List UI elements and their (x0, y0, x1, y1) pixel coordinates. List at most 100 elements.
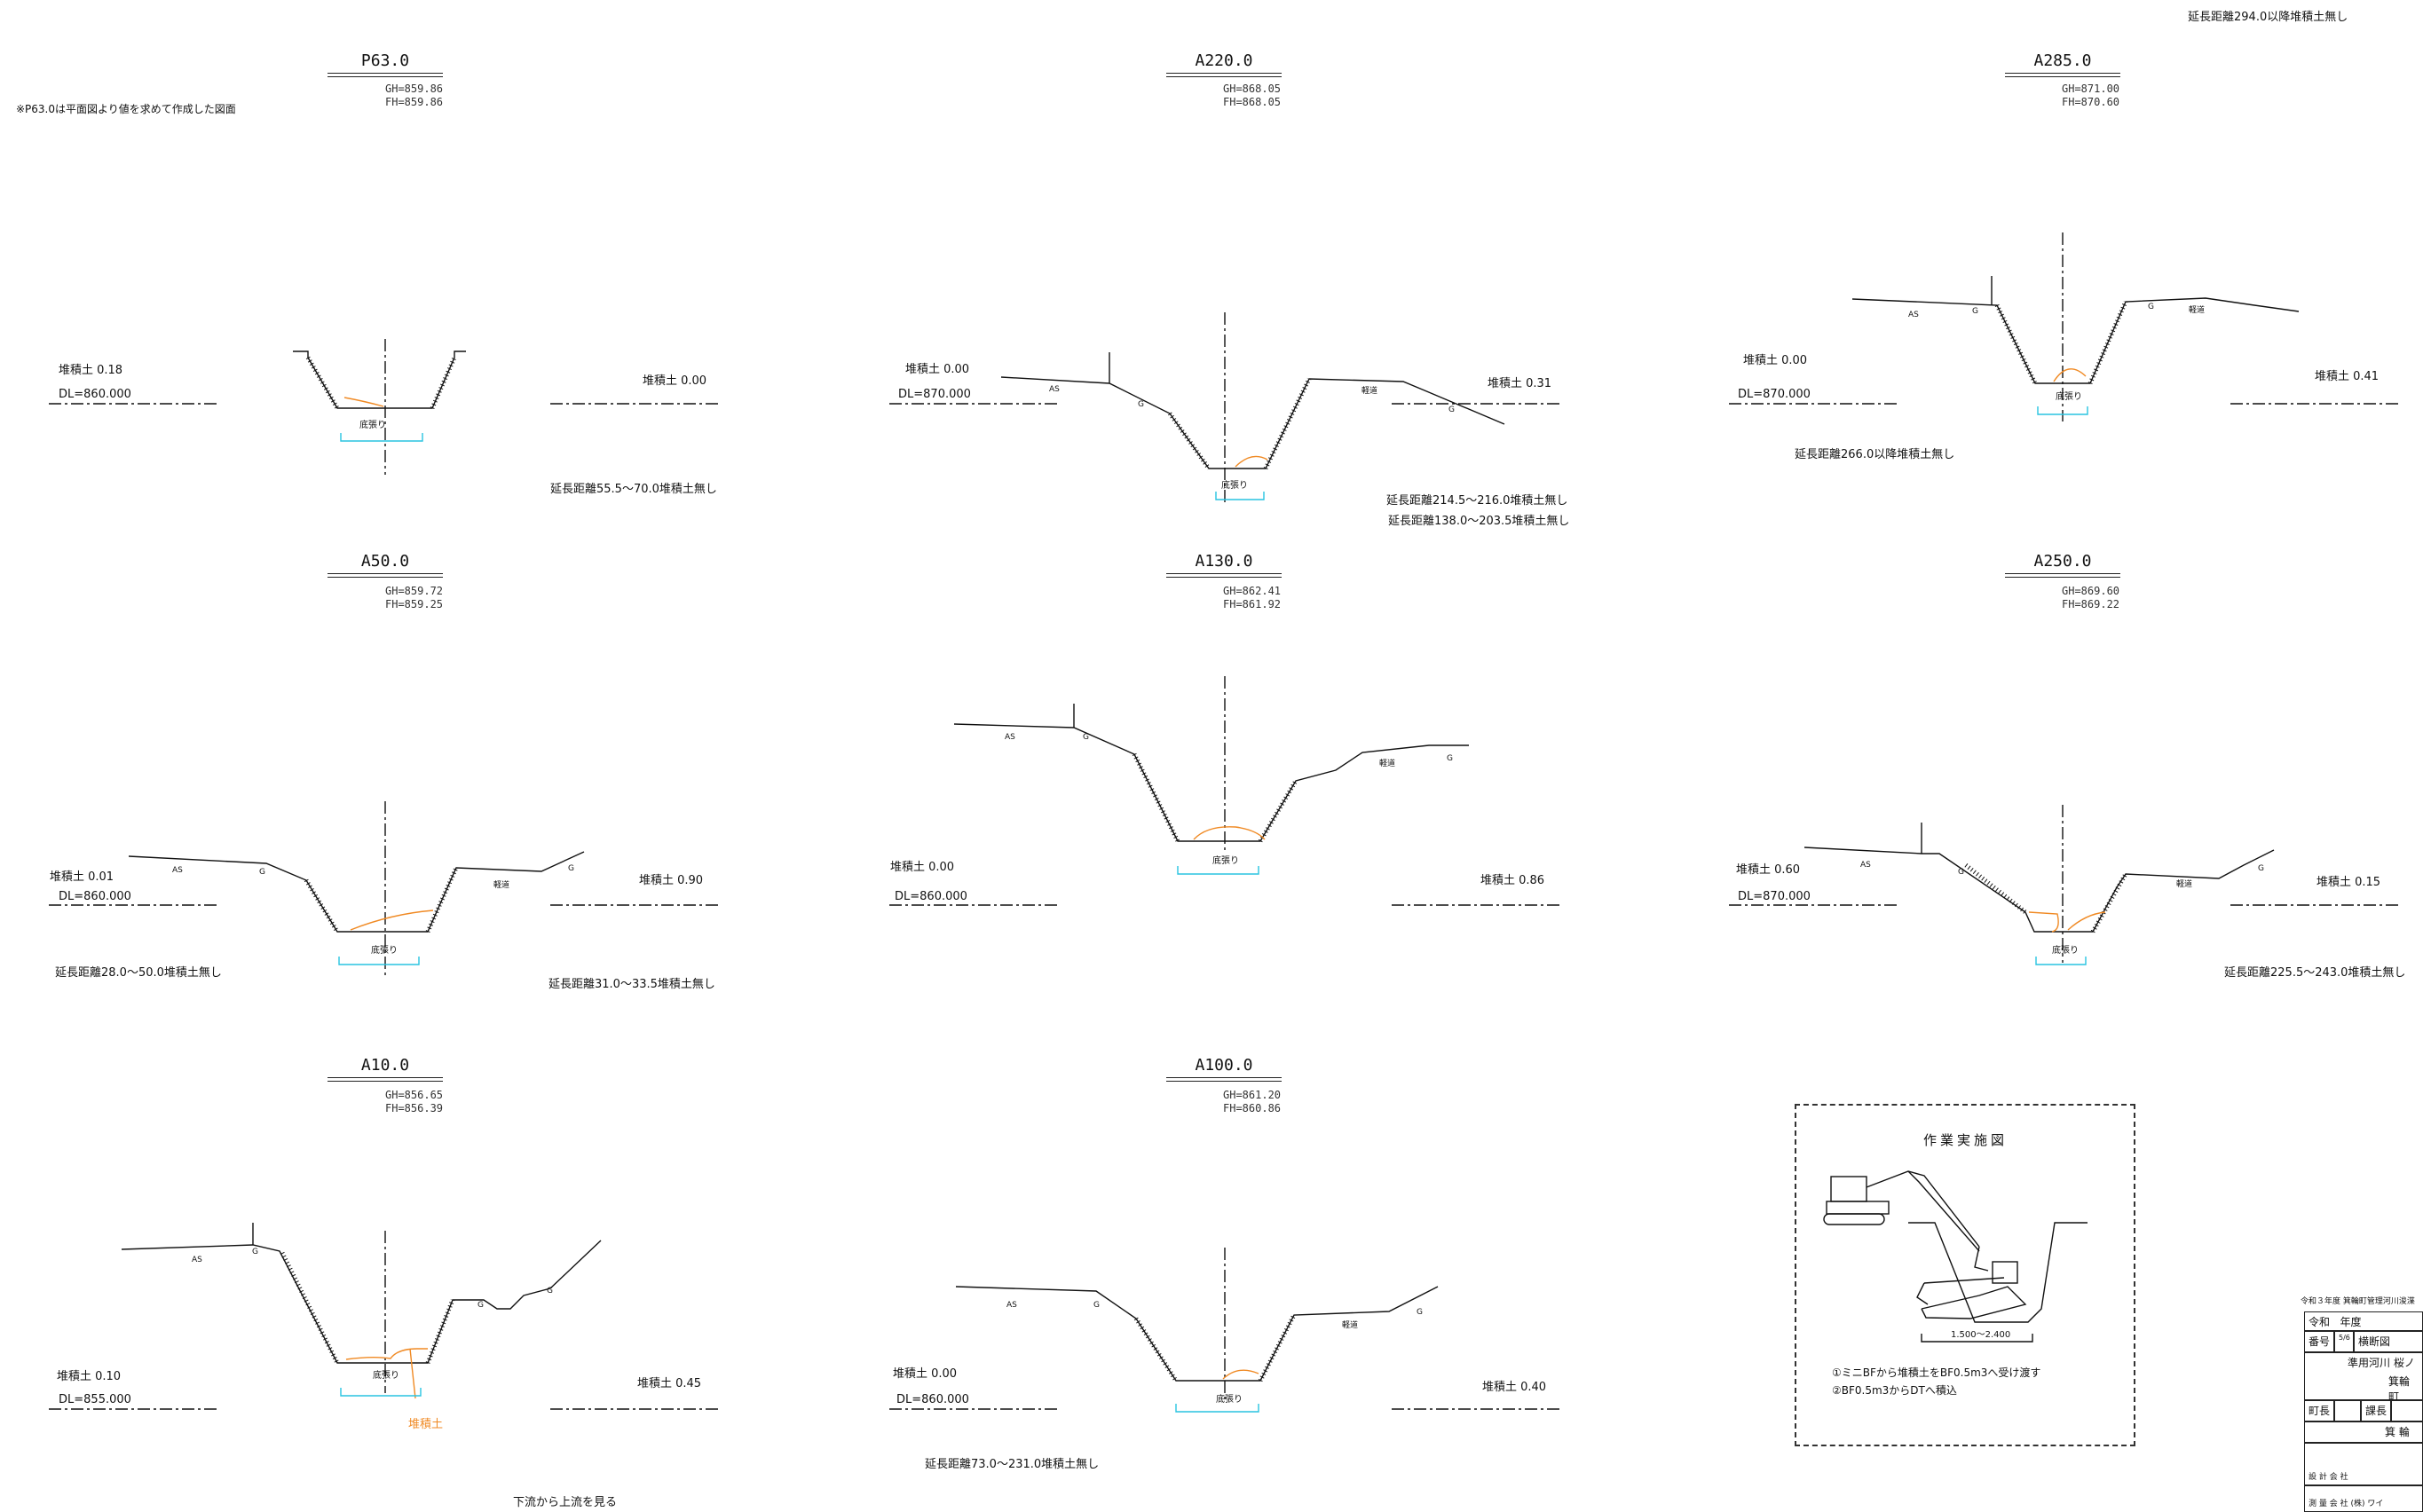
tb-number: 番号 (2304, 1331, 2334, 1352)
bottom-label-a130: 底張り (1212, 856, 1239, 866)
fh-value: FH=869.22 (2062, 598, 2120, 610)
work-plan-step-1: ①ミニBFから堆積土をBF0.5m3へ受け渡す (1832, 1366, 2041, 1379)
range-note-a50-2: 延長距離31.0〜33.5堆積土無し (549, 978, 715, 991)
tb-reiwa: 令和 (2309, 1316, 2331, 1328)
tb-survey-label: 測 量 会 社 (2309, 1500, 2348, 1508)
elevation-p63: GH=859.86 FH=859.86 (385, 83, 443, 109)
view-direction: 下流から上流を見る (513, 1496, 618, 1509)
elevation-a10: GH=856.65 FH=856.39 (385, 1089, 443, 1115)
terrain-road-a100: 軽道 (1342, 1321, 1359, 1330)
section-a285-drawing (1729, 232, 2401, 421)
work-plan-dimension: 1.500〜2.400 (1951, 1330, 2011, 1340)
right-deposit-a285: 堆積土 0.41 (2315, 370, 2380, 383)
tb-mayor: 町長 (2304, 1400, 2334, 1421)
terrain-g2-a220: G (1448, 406, 1455, 414)
section-a220-drawing (889, 312, 1562, 506)
datum-a100: DL=860.000 (896, 1393, 969, 1406)
terrain-g2-a285: G (2148, 303, 2154, 311)
left-deposit-a10: 堆積土 0.10 (57, 1370, 122, 1383)
bottom-label-a285: 底張り (2056, 392, 2082, 402)
section-a100-drawing (889, 1248, 1562, 1413)
terrain-g-a220: G (1138, 400, 1144, 409)
terrain-g-a100: G (1093, 1301, 1100, 1310)
fh-value: FH=859.86 (385, 96, 444, 108)
range-note-a50-1: 延長距離28.0〜50.0堆積土無し (55, 966, 222, 980)
left-deposit-a285: 堆積土 0.00 (1743, 354, 1808, 367)
terrain-g2-a10: G (477, 1301, 484, 1310)
terrain-g3-a10: G (547, 1287, 553, 1295)
tb-municipality: 箕 輪 (2304, 1421, 2423, 1443)
elevation-a100: GH=861.20 FH=860.86 (1223, 1089, 1281, 1115)
range-note-a250: 延長距離225.5〜243.0堆積土無し (2224, 966, 2406, 980)
terrain-g-a10: G (252, 1248, 258, 1256)
datum-p63: DL=860.000 (59, 388, 131, 401)
terrain-as-a130: AS (1005, 733, 1015, 742)
terrain-as-a100: AS (1006, 1301, 1017, 1310)
section-title-p63: P63.0 (328, 51, 443, 77)
gh-value: GH=862.41 (1223, 585, 1282, 597)
gh-value: GH=859.86 (385, 83, 444, 95)
right-deposit-a130: 堆積土 0.86 (1480, 874, 1545, 887)
left-deposit-a250: 堆積土 0.60 (1736, 863, 1801, 877)
gh-value: GH=871.00 (2062, 83, 2120, 95)
terrain-as-a250: AS (1860, 861, 1871, 870)
section-title-a10: A10.0 (328, 1056, 443, 1082)
fh-value: FH=861.92 (1223, 598, 1282, 610)
tb-drawing-name: 横断図 (2354, 1331, 2423, 1352)
tb-survey-company: 測 量 会 社 (株) ワイ (2304, 1485, 2423, 1512)
terrain-road-a250: 軽道 (2176, 880, 2193, 889)
fh-value: FH=868.05 (1223, 96, 1282, 108)
range-note-a100: 延長距離73.0〜231.0堆積土無し (925, 1458, 1100, 1471)
right-deposit-a50: 堆積土 0.90 (639, 874, 704, 887)
datum-a250: DL=870.000 (1738, 890, 1811, 903)
section-title-a100: A100.0 (1166, 1056, 1282, 1082)
section-title-a250: A250.0 (2005, 552, 2120, 578)
tb-chief-stamp (2391, 1400, 2423, 1421)
terrain-as-a220: AS (1049, 385, 1060, 394)
datum-a220: DL=870.000 (898, 388, 971, 401)
title-block-header: 令和３年度 箕輪町管理河川浚渫 (2301, 1297, 2415, 1306)
section-title-a130: A130.0 (1166, 552, 1282, 578)
left-deposit-p63: 堆積土 0.18 (59, 364, 123, 377)
right-deposit-a220: 堆積土 0.31 (1488, 377, 1552, 390)
bottom-label-a220: 底張り (1221, 481, 1248, 491)
left-deposit-a50: 堆積土 0.01 (50, 870, 114, 884)
tb-row-year: 令和 年度 (2304, 1311, 2423, 1331)
right-deposit-a10: 堆積土 0.45 (637, 1377, 702, 1390)
gh-value: GH=861.20 (1223, 1089, 1282, 1101)
gh-value: GH=869.60 (2062, 585, 2120, 597)
bottom-label-a10: 底張り (373, 1371, 399, 1381)
gh-value: GH=868.05 (1223, 83, 1282, 95)
terrain-g-a50: G (259, 868, 265, 877)
terrain-road-a285: 軽道 (2189, 306, 2206, 315)
range-note-a220-2: 延長距離138.0〜203.5堆積土無し (1388, 515, 1570, 528)
work-plan-step-2: ②BF0.5m3からDTへ積込 (1832, 1384, 1957, 1397)
tb-project: 準用河川 桜ノ 箕輪町 (2304, 1352, 2423, 1403)
side-note: ※P63.0は平面図より値を求めて作成した図面 (16, 103, 236, 115)
section-p63-drawing (49, 339, 721, 475)
left-deposit-a130: 堆積土 0.00 (890, 861, 955, 874)
right-deposit-a100: 堆積土 0.40 (1482, 1381, 1547, 1394)
section-a250-drawing (1729, 805, 2401, 965)
elevation-a250: GH=869.60 FH=869.22 (2062, 585, 2119, 611)
terrain-g-a285: G (1972, 307, 1978, 316)
work-panel-sketch (1823, 1170, 2088, 1343)
fh-value: FH=859.25 (385, 598, 444, 610)
bottom-label-p63: 底張り (359, 421, 386, 430)
terrain-road-a50: 軽道 (493, 881, 510, 890)
fh-value: FH=860.86 (1223, 1102, 1282, 1114)
tb-town: 箕輪町 (2388, 1375, 2411, 1403)
terrain-as-a285: AS (1908, 311, 1919, 319)
elevation-a50: GH=859.72 FH=859.25 (385, 585, 443, 611)
section-a10-drawing (49, 1223, 721, 1410)
tb-design-company: 設 計 会 社 (2304, 1443, 2423, 1485)
section-a130-drawing (889, 676, 1562, 906)
terrain-g2-a50: G (568, 864, 574, 873)
terrain-g2-a250: G (2258, 864, 2264, 873)
terrain-road-a220: 軽道 (1361, 387, 1378, 396)
datum-a50: DL=860.000 (59, 890, 131, 903)
right-deposit-p63: 堆積土 0.00 (643, 374, 707, 388)
datum-a285: DL=870.000 (1738, 388, 1811, 401)
bottom-label-a50: 底張り (371, 946, 398, 956)
